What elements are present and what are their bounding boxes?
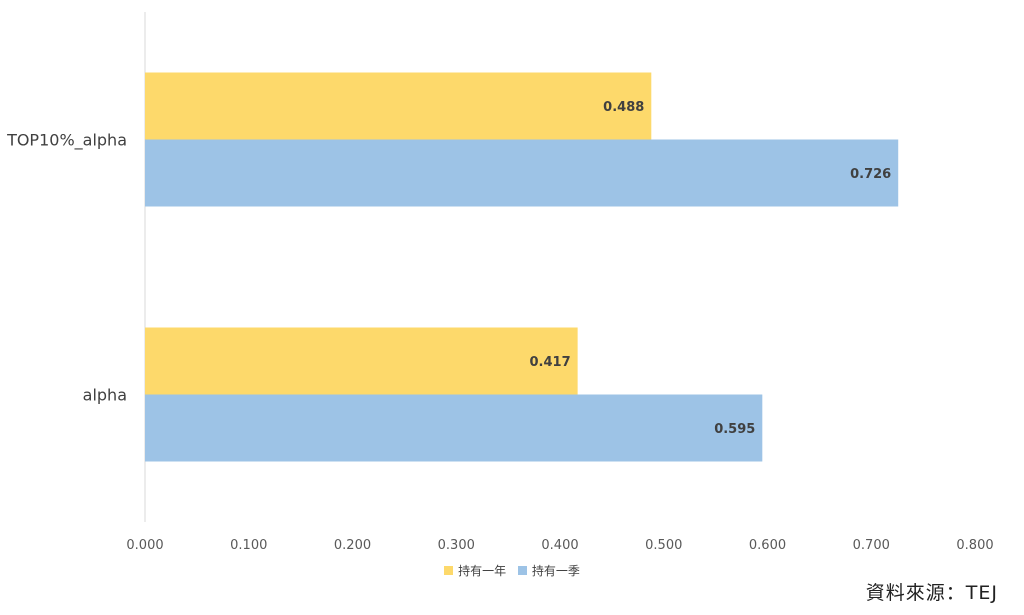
category-label: TOP10%_alpha [6, 131, 127, 151]
x-tick-label: 0.700 [853, 538, 890, 553]
legend-swatch-quarter [517, 566, 527, 575]
data-label: 0.595 [714, 422, 755, 437]
bar [145, 327, 578, 395]
legend-item-quarter: 持有一季 [517, 562, 580, 579]
legend-label-year: 持有一年 [458, 564, 507, 578]
legend: 持有一年 持有一季 [0, 562, 1024, 579]
bar-chart: 0.000 0.100 0.200 0.300 0.400 0.500 0.600 0.700… [6, 12, 994, 553]
bar [145, 139, 899, 207]
x-tick-label: 0.500 [645, 538, 682, 553]
data-label: 0.726 [850, 167, 891, 182]
legend-label-quarter: 持有一季 [531, 564, 580, 578]
x-tick-label: 0.800 [956, 538, 993, 553]
x-tick-label: 0.100 [230, 538, 267, 553]
category-label: alpha [83, 386, 127, 405]
source-note: 資料來源：TEJ [865, 582, 998, 604]
x-tick-label: 0.000 [126, 538, 163, 553]
x-tick-label: 0.200 [334, 538, 371, 553]
data-label: 0.488 [603, 100, 644, 115]
bar [145, 72, 652, 140]
x-tick-label: 0.400 [541, 538, 578, 553]
data-label: 0.417 [530, 355, 571, 370]
bar [145, 394, 763, 462]
legend-item-year: 持有一年 [444, 562, 506, 579]
x-tick-label: 0.600 [749, 538, 786, 553]
legend-swatch-year [444, 566, 454, 575]
x-tick-label: 0.300 [438, 538, 475, 553]
